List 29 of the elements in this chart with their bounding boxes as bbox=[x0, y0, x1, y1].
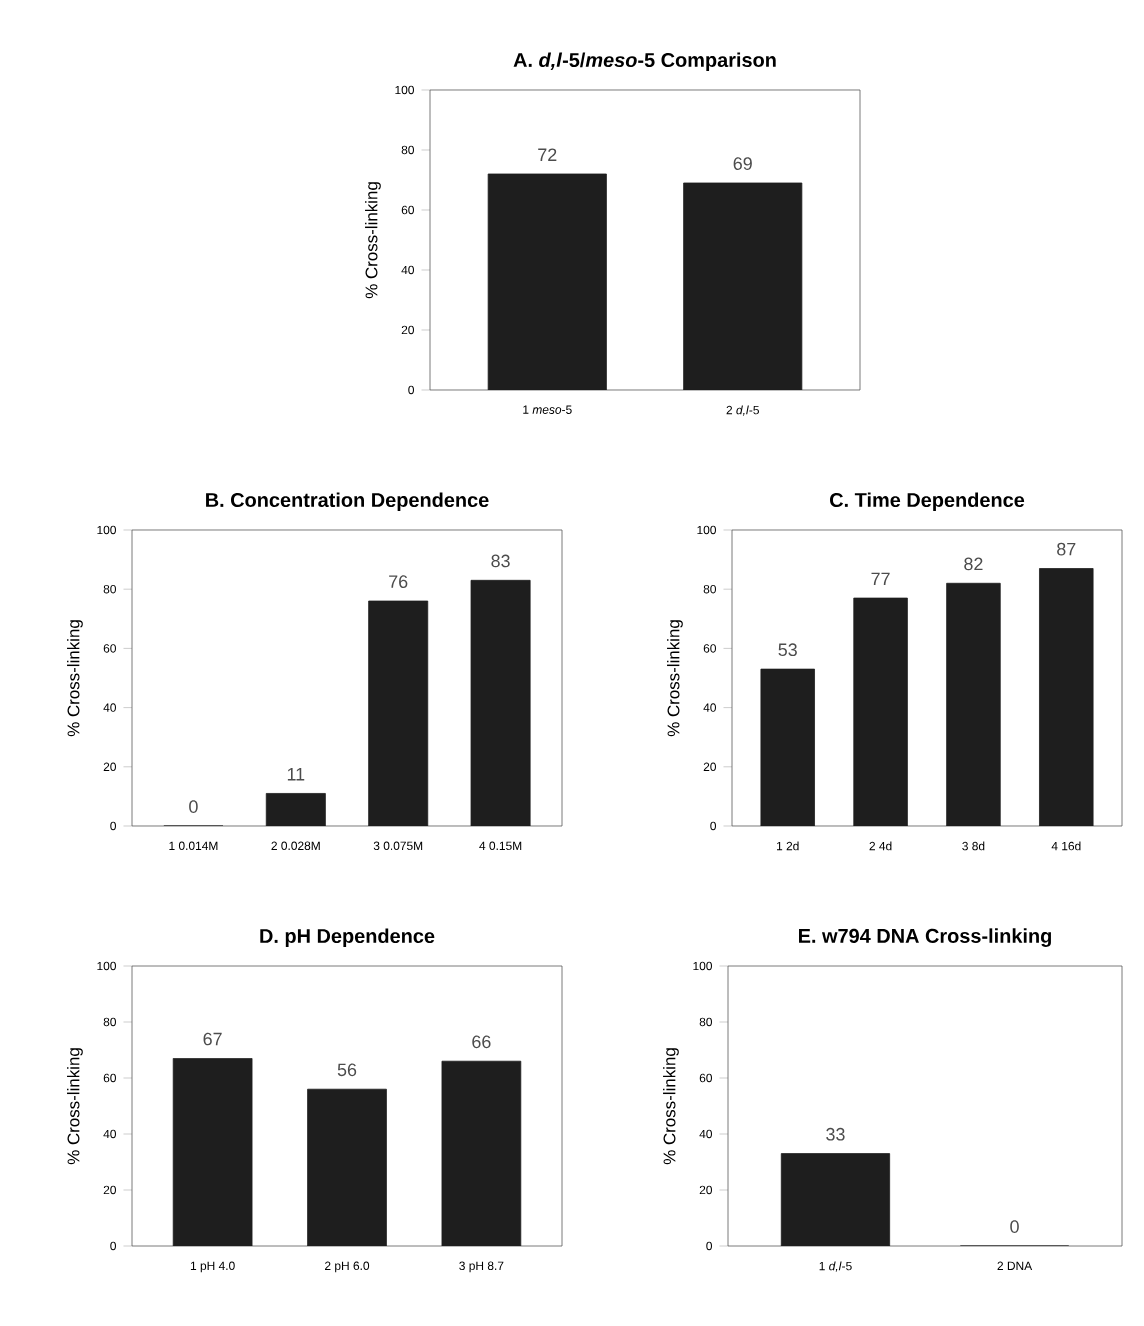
y-axis-title: % Cross-linking bbox=[667, 620, 683, 737]
bar bbox=[1039, 568, 1094, 826]
data-label: 77 bbox=[871, 572, 890, 586]
data-label: 0 bbox=[1010, 1220, 1019, 1233]
y-axis-title: % Cross-linking bbox=[365, 182, 381, 299]
chart-title: C. Time Dependence bbox=[830, 492, 1025, 511]
bar bbox=[853, 597, 908, 826]
data-label: 67 bbox=[203, 1032, 222, 1046]
chart-title: A. d,l-5/meso-5 Comparison bbox=[513, 52, 776, 71]
bar bbox=[760, 668, 815, 826]
y-axis-title: % Cross-linking bbox=[663, 1048, 679, 1165]
chart-title: E. w794 DNA Cross-linking bbox=[799, 928, 1051, 947]
data-label: 76 bbox=[389, 575, 408, 588]
data-label: 0 bbox=[189, 800, 198, 813]
data-label: 56 bbox=[337, 1063, 357, 1077]
bar bbox=[946, 582, 1001, 826]
data-label: 11 bbox=[287, 768, 305, 781]
chart-title: B. Concentration Dependence bbox=[206, 492, 489, 511]
data-label: 66 bbox=[472, 1035, 491, 1049]
data-label: 83 bbox=[491, 554, 510, 568]
data-label: 69 bbox=[733, 157, 752, 170]
data-label: 33 bbox=[826, 1127, 845, 1141]
data-label: 53 bbox=[778, 643, 797, 657]
chart-title: D. pH Dependence bbox=[260, 928, 435, 947]
data-label: 82 bbox=[964, 557, 983, 571]
data-label: 72 bbox=[538, 148, 557, 161]
y-axis-title: % Cross-linking bbox=[67, 620, 83, 737]
data-label: 87 bbox=[1057, 542, 1076, 556]
y-axis-title: % Cross-linking bbox=[67, 1048, 83, 1165]
